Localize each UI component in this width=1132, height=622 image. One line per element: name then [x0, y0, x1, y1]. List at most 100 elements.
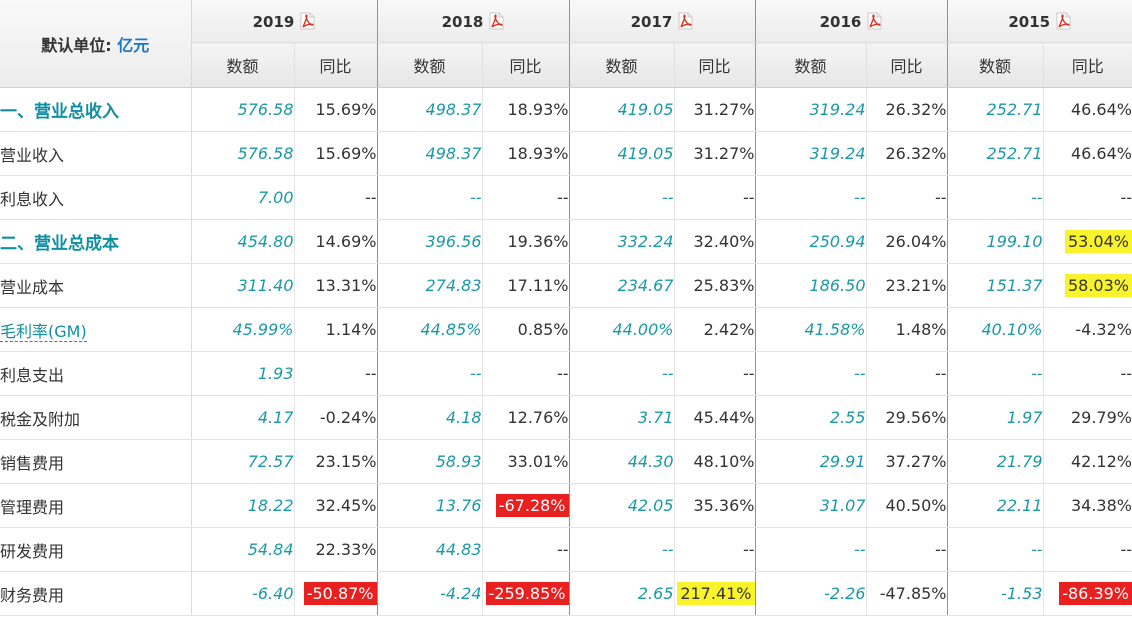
- amount-cell: 576.58: [191, 131, 295, 176]
- yoy-cell: 42.12%: [1043, 439, 1132, 484]
- amount-cell: 498.37: [377, 131, 483, 176]
- yoy-value: 33.01%: [507, 452, 569, 471]
- amount-column-header: 数额: [377, 42, 483, 88]
- amount-cell: --: [569, 351, 675, 396]
- row-label: 利息支出: [0, 351, 192, 396]
- year-header-2017: 2017: [569, 0, 756, 43]
- amount-cell: 44.83: [377, 527, 483, 572]
- year-label: 2019: [252, 12, 295, 31]
- row-label[interactable]: 毛利率(GM): [0, 307, 192, 352]
- pdf-icon[interactable]: [1055, 12, 1071, 30]
- yoy-cell: --: [294, 175, 378, 220]
- yoy-value: 1.48%: [895, 320, 947, 339]
- yoy-column-header: 同比: [294, 42, 378, 88]
- table-row: 利息收入 7.00 -- -- -- -- -- -- -- -- --: [0, 175, 1132, 220]
- amount-cell: 22.11: [947, 483, 1044, 528]
- yoy-value: -86.39%: [1059, 582, 1132, 605]
- amount-column-header: 数额: [191, 42, 295, 88]
- yoy-value: --: [934, 540, 947, 559]
- amount-cell: -2.26: [755, 571, 867, 616]
- yoy-value: -67.28%: [495, 494, 568, 517]
- amount-cell: 1.97: [947, 395, 1044, 440]
- pdf-icon[interactable]: [866, 12, 882, 30]
- row-label-text: 利息支出: [0, 365, 65, 385]
- yoy-cell: --: [1043, 175, 1132, 220]
- amount-cell: 319.24: [755, 87, 867, 132]
- amount-cell: --: [755, 351, 867, 396]
- yoy-cell: 13.31%: [294, 263, 378, 308]
- yoy-cell: 35.36%: [674, 483, 756, 528]
- row-label: 研发费用: [0, 527, 192, 572]
- year-label: 2018: [441, 12, 484, 31]
- amount-cell: --: [947, 527, 1044, 572]
- yoy-cell: 29.56%: [866, 395, 948, 440]
- yoy-value: --: [556, 364, 569, 383]
- table-row: 一、营业总收入 576.58 15.69% 498.37 18.93% 419.05 31.…: [0, 87, 1132, 132]
- amount-cell: 40.10%: [947, 307, 1044, 352]
- amount-cell: 311.40: [191, 263, 295, 308]
- yoy-cell: 18.93%: [482, 87, 570, 132]
- row-label: 营业成本: [0, 263, 192, 308]
- amount-cell: 2.55: [755, 395, 867, 440]
- yoy-cell: 17.11%: [482, 263, 570, 308]
- yoy-cell: 15.69%: [294, 131, 378, 176]
- yoy-value: 26.32%: [885, 100, 947, 119]
- year-header-2016: 2016: [755, 0, 948, 43]
- yoy-cell: 22.33%: [294, 527, 378, 572]
- row-label: 利息收入: [0, 175, 192, 220]
- yoy-value: 31.27%: [693, 100, 755, 119]
- yoy-cell: 37.27%: [866, 439, 948, 484]
- yoy-cell: 40.50%: [866, 483, 948, 528]
- amount-cell: --: [755, 175, 867, 220]
- yoy-cell: 53.04%: [1043, 219, 1132, 264]
- row-label: 财务费用: [0, 571, 192, 616]
- yoy-cell: 23.15%: [294, 439, 378, 484]
- yoy-value: 19.36%: [507, 232, 569, 251]
- table-body: 一、营业总收入 576.58 15.69% 498.37 18.93% 419.05 31.…: [0, 87, 1132, 616]
- yoy-value: -4.32%: [1075, 320, 1132, 339]
- amount-cell: 419.05: [569, 87, 675, 132]
- yoy-value: 0.85%: [517, 320, 569, 339]
- yoy-value: 58.03%: [1064, 274, 1132, 297]
- amount-cell: 332.24: [569, 219, 675, 264]
- yoy-cell: --: [1043, 527, 1132, 572]
- pdf-icon[interactable]: [677, 12, 693, 30]
- yoy-value: --: [364, 364, 377, 383]
- yoy-cell: 1.48%: [866, 307, 948, 352]
- yoy-cell: --: [482, 175, 570, 220]
- amount-cell: -4.24: [377, 571, 483, 616]
- row-label-text[interactable]: 毛利率(GM): [0, 321, 87, 342]
- yoy-cell: 48.10%: [674, 439, 756, 484]
- pdf-icon[interactable]: [488, 12, 504, 30]
- yoy-value: -259.85%: [485, 582, 568, 605]
- yoy-cell: --: [866, 175, 948, 220]
- yoy-cell: 1.14%: [294, 307, 378, 352]
- yoy-cell: -259.85%: [482, 571, 570, 616]
- pdf-icon[interactable]: [299, 12, 315, 30]
- amount-column-header: 数额: [569, 42, 675, 88]
- amount-cell: 199.10: [947, 219, 1044, 264]
- yoy-cell: -4.32%: [1043, 307, 1132, 352]
- amount-cell: 151.37: [947, 263, 1044, 308]
- row-label-text: 销售费用: [0, 453, 65, 473]
- yoy-cell: --: [674, 175, 756, 220]
- amount-cell: 44.30: [569, 439, 675, 484]
- amount-cell: 4.18: [377, 395, 483, 440]
- amount-cell: 3.71: [569, 395, 675, 440]
- yoy-value: 26.04%: [885, 232, 947, 251]
- yoy-cell: 217.41%: [674, 571, 756, 616]
- table-row: 税金及附加 4.17 -0.24% 4.18 12.76% 3.71 45.44% 2.55 2…: [0, 395, 1132, 440]
- yoy-cell: 23.21%: [866, 263, 948, 308]
- row-label-text: 财务费用: [0, 585, 65, 605]
- amount-cell: 252.71: [947, 131, 1044, 176]
- table-row: 二、营业总成本 454.80 14.69% 396.56 19.36% 332.24 32.…: [0, 219, 1132, 264]
- year-header-2015: 2015: [947, 0, 1132, 43]
- yoy-value: 48.10%: [693, 452, 755, 471]
- yoy-cell: --: [866, 351, 948, 396]
- yoy-value: 46.64%: [1070, 144, 1132, 163]
- amount-cell: 44.00%: [569, 307, 675, 352]
- yoy-value: --: [742, 188, 755, 207]
- yoy-cell: -50.87%: [294, 571, 378, 616]
- table-row: 管理费用 18.22 32.45% 13.76 -67.28% 42.05 35.36% 31…: [0, 483, 1132, 528]
